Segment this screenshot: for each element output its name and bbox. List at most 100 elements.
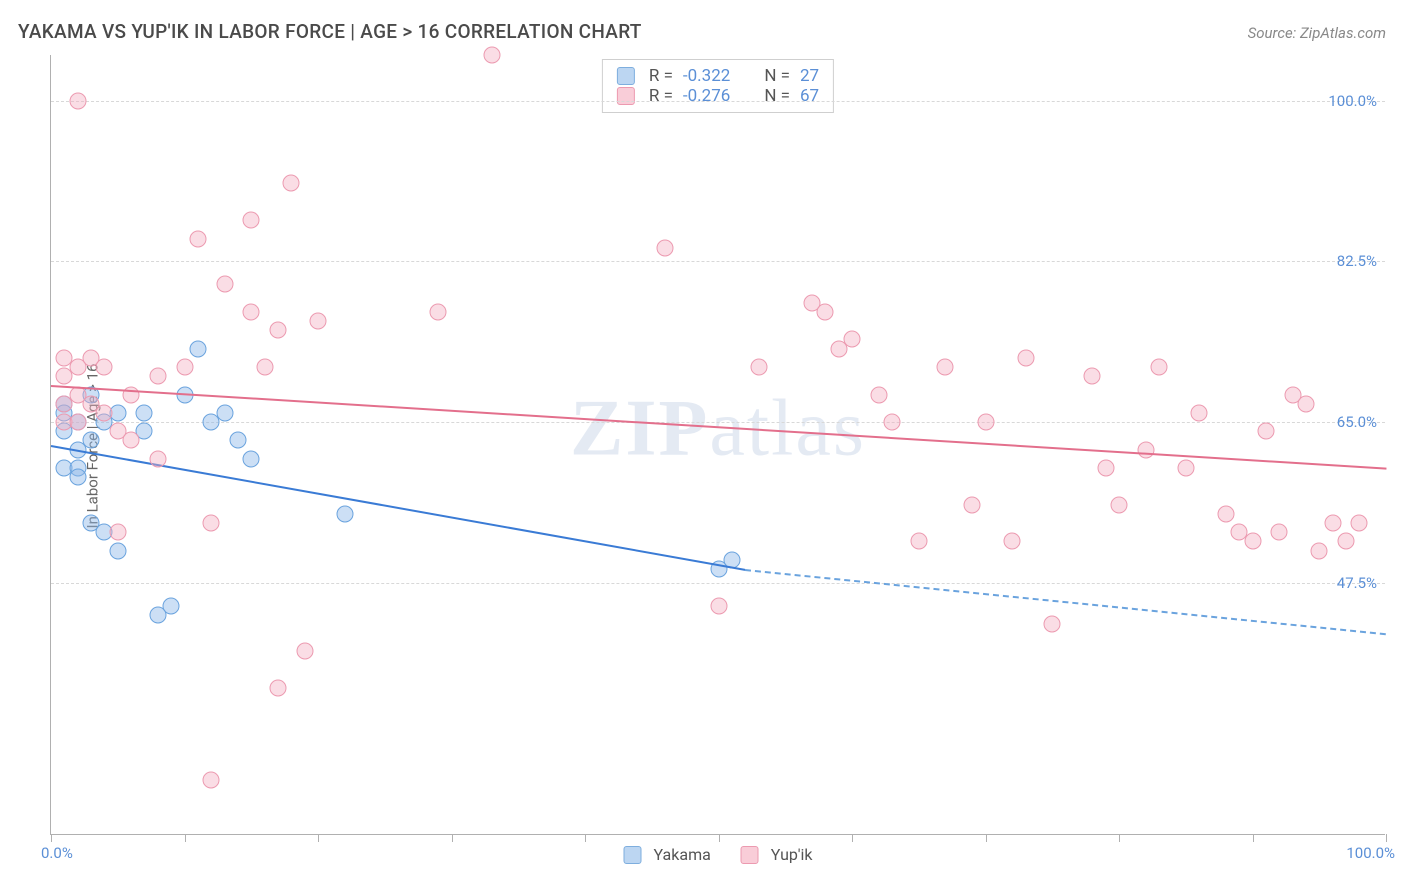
y-tick-label: 65.0%	[1337, 413, 1377, 431]
data-point	[69, 469, 86, 486]
data-point	[203, 515, 220, 532]
x-tick	[185, 834, 186, 842]
legend-item: Yakama	[624, 845, 711, 864]
data-point	[269, 322, 286, 339]
legend-row: R = -0.276N = 67	[617, 86, 819, 106]
data-point	[69, 92, 86, 109]
data-point	[310, 313, 327, 330]
data-point	[243, 450, 260, 467]
legend-label: Yakama	[654, 845, 711, 864]
x-tick	[318, 834, 319, 842]
series-legend: Yakama Yup'ik	[624, 845, 813, 864]
data-point	[109, 542, 126, 559]
x-tick	[719, 834, 720, 842]
legend-row: R = -0.322N = 27	[617, 66, 819, 86]
data-point	[977, 414, 994, 431]
watermark: ZIPatlas	[570, 383, 866, 474]
data-point	[176, 359, 193, 376]
data-point	[1177, 459, 1194, 476]
x-tick	[986, 834, 987, 842]
data-point	[657, 239, 674, 256]
data-point	[1351, 515, 1368, 532]
data-point	[750, 359, 767, 376]
gridline	[51, 422, 1385, 423]
x-tick	[585, 834, 586, 842]
data-point	[1271, 524, 1288, 541]
y-tick-label: 47.5%	[1337, 574, 1377, 592]
gridline	[51, 583, 1385, 584]
data-point	[1097, 459, 1114, 476]
scatter-plot-area: ZIPatlas R = -0.322N = 27R = -0.276N = 6…	[50, 55, 1385, 835]
legend-swatch	[741, 846, 759, 864]
y-tick-label: 82.5%	[1337, 252, 1377, 270]
data-point	[1324, 515, 1341, 532]
data-point	[229, 432, 246, 449]
data-point	[216, 276, 233, 293]
data-point	[1111, 496, 1128, 513]
data-point	[1044, 615, 1061, 632]
data-point	[1017, 349, 1034, 366]
x-tick	[1253, 834, 1254, 842]
x-axis-max-label: 100.0%	[1346, 844, 1395, 862]
data-point	[844, 331, 861, 348]
data-point	[1337, 533, 1354, 550]
legend-swatch	[617, 67, 635, 85]
data-point	[123, 432, 140, 449]
data-point	[1217, 505, 1234, 522]
legend-swatch	[617, 87, 635, 105]
data-point	[96, 404, 113, 421]
data-point	[1297, 395, 1314, 412]
data-point	[336, 505, 353, 522]
data-point	[964, 496, 981, 513]
legend-swatch	[624, 846, 642, 864]
legend-item: Yup'ik	[741, 845, 813, 864]
data-point	[910, 533, 927, 550]
source-attribution: Source: ZipAtlas.com	[1248, 24, 1386, 42]
data-point	[296, 643, 313, 660]
data-point	[283, 175, 300, 192]
data-point	[1244, 533, 1261, 550]
data-point	[216, 404, 233, 421]
data-point	[1311, 542, 1328, 559]
data-point	[483, 47, 500, 64]
data-point	[870, 386, 887, 403]
data-point	[269, 680, 286, 697]
data-point	[937, 359, 954, 376]
x-tick	[51, 834, 52, 842]
data-point	[83, 432, 100, 449]
gridline	[51, 261, 1385, 262]
data-point	[1191, 404, 1208, 421]
data-point	[256, 359, 273, 376]
data-point	[884, 414, 901, 431]
trend-line	[745, 569, 1386, 635]
x-tick	[1119, 834, 1120, 842]
data-point	[163, 597, 180, 614]
chart-title: YAKAMA VS YUP'IK IN LABOR FORCE | AGE > …	[18, 20, 642, 43]
data-point	[189, 230, 206, 247]
data-point	[96, 359, 113, 376]
data-point	[710, 597, 727, 614]
data-point	[817, 303, 834, 320]
x-tick	[1386, 834, 1387, 842]
data-point	[1151, 359, 1168, 376]
data-point	[1257, 423, 1274, 440]
data-point	[136, 404, 153, 421]
data-point	[149, 450, 166, 467]
data-point	[1004, 533, 1021, 550]
y-tick-label: 100.0%	[1328, 92, 1377, 110]
data-point	[1137, 441, 1154, 458]
data-point	[430, 303, 447, 320]
data-point	[203, 771, 220, 788]
data-point	[149, 368, 166, 385]
data-point	[243, 212, 260, 229]
x-axis-min-label: 0.0%	[41, 844, 73, 862]
x-tick	[452, 834, 453, 842]
data-point	[69, 414, 86, 431]
data-point	[1084, 368, 1101, 385]
data-point	[123, 386, 140, 403]
correlation-legend: R = -0.322N = 27R = -0.276N = 67	[602, 59, 834, 113]
legend-label: Yup'ik	[771, 845, 813, 864]
data-point	[243, 303, 260, 320]
data-point	[189, 340, 206, 357]
x-tick	[852, 834, 853, 842]
